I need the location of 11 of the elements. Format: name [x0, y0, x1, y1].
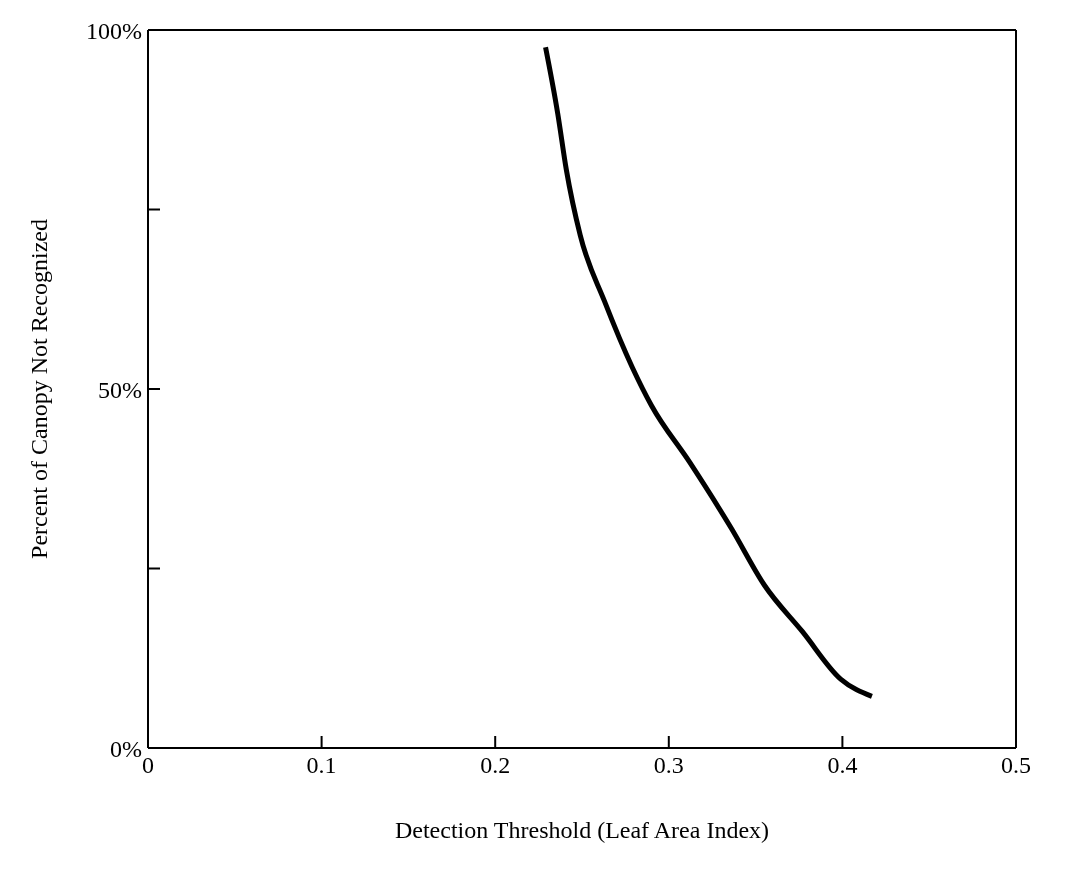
x-tick-label: 0.1: [306, 752, 337, 779]
x-tick-label: 0.3: [653, 752, 684, 779]
x-tick-label: 0.4: [827, 752, 858, 779]
y-tick-label: 0%: [110, 735, 142, 762]
y-tick-label: 50%: [98, 376, 142, 403]
x-tick-label: 0: [142, 752, 154, 779]
x-tick-label: 0.2: [480, 752, 511, 779]
x-axis-title: Detection Threshold (Leaf Area Index): [394, 817, 770, 843]
x-tick-label: 0.5: [1001, 752, 1031, 779]
y-tick-label: 100%: [86, 17, 142, 44]
y-axis-title: Percent of Canopy Not Recognized: [25, 219, 52, 559]
